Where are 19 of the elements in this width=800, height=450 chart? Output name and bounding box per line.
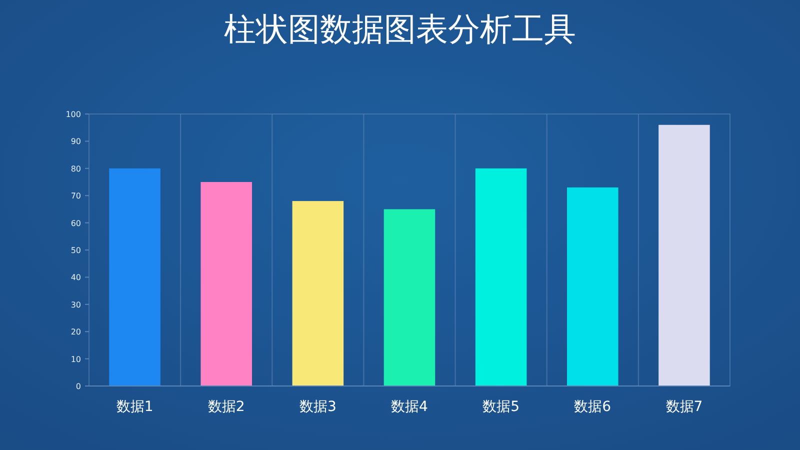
y-tick-label: 60 [70,218,81,228]
y-tick-label: 70 [70,192,81,201]
y-tick-label: 90 [70,137,81,146]
x-tick-label: 数据3 [299,399,336,415]
title: 柱状图数据图表分析工具 [224,10,576,48]
y-tick-label: 50 [70,246,81,255]
x-tick-label: 数据4 [391,399,428,415]
y-tick-label: 10 [70,354,81,364]
y-tick-label: 100 [66,110,81,119]
x-tick-label: 数据1 [116,399,154,415]
x-tick-label: 数据6 [574,399,612,415]
x-tick-label: 数据7 [666,399,703,415]
y-tick-label: 80 [70,164,81,174]
x-tick-label: 数据5 [482,399,520,415]
y-tick-label: 20 [70,328,81,337]
y-tick-label: 40 [70,273,81,282]
y-tick-label: 0 [76,382,81,391]
y-tick-label: 30 [70,300,81,310]
x-tick-label: 数据2 [208,399,245,415]
